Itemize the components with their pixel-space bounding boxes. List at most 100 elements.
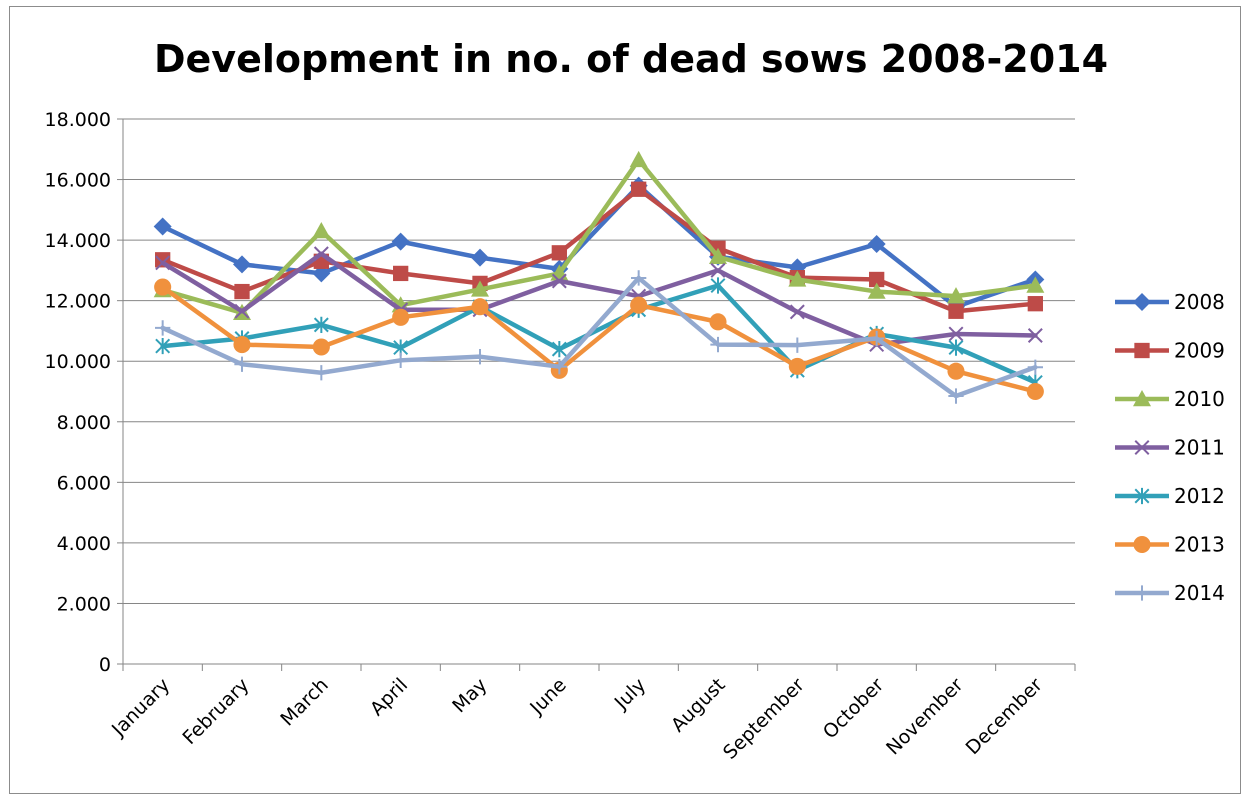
data-point-2009 [234,283,250,300]
data-point-2008 [391,232,410,251]
data-point-2011 [1027,328,1043,343]
data-point-2010 [629,150,648,168]
y-tick-label: 16.000 [45,170,111,192]
x-tick-label: January [107,674,174,741]
series-group [153,150,1045,404]
data-point-2010 [471,280,489,297]
data-point-2013 [392,308,410,326]
data-point-2013 [233,336,251,354]
data-point-2014 [234,356,250,372]
legend-marker [1134,342,1150,359]
x-tick-label: August [667,674,730,737]
data-point-2010 [867,282,886,299]
x-tick-label: June [525,674,571,720]
legend-marker [1134,440,1150,455]
data-point-2014 [551,359,567,375]
data-point-2012 [551,341,567,358]
x-axis-ticks: January February March April May June July Augu… [107,664,1076,764]
x-tick-label: September [719,674,809,764]
data-point-2014 [393,352,409,368]
data-point-2013 [630,296,648,314]
legend-marker [1134,487,1150,505]
y-tick-label: 12.000 [45,291,111,313]
data-point-2008 [233,255,251,274]
data-point-2011 [948,326,964,342]
data-point-2009 [393,265,409,282]
y-tick-label: 10.000 [45,351,111,373]
data-point-2010 [788,270,807,287]
series-line-2012 [160,283,1038,385]
x-tick-label: December [962,674,1047,759]
data-point-2010 [709,247,727,264]
data-point-2008 [867,235,886,254]
x-tick-label: April [366,674,412,720]
data-point-2010 [312,222,331,239]
data-point-2012 [313,316,329,333]
legend-marker [1133,390,1151,407]
data-point-2012 [710,277,726,294]
legend: 2008 2009 2010 2011 2012 2013 2014 [1115,290,1225,605]
legend-label: 2011 [1174,436,1225,460]
series-2014 [155,270,1043,404]
data-point-2009 [1027,296,1043,312]
y-tick-label: 6.000 [57,472,111,494]
legend-label: 2009 [1174,339,1225,363]
y-tick-label: 14.000 [45,230,111,252]
data-point-2011 [234,303,250,319]
data-point-2011 [789,304,805,320]
data-point-2014 [869,330,885,347]
y-tick-label: 4.000 [57,533,111,555]
legend-item-2010: 2010 [1115,387,1225,411]
data-point-2011 [313,246,329,262]
legend-label: 2012 [1174,484,1225,508]
series-line-2009 [160,186,1038,314]
y-tick-label: 8.000 [57,412,111,434]
legend-item-2008: 2008 [1115,290,1225,314]
data-point-2014 [472,349,488,365]
data-point-2014 [1027,359,1043,375]
x-tick-label: May [448,674,491,717]
legend-label: 2008 [1174,290,1225,314]
axes [122,119,1075,665]
y-tick-label: 2.000 [57,593,111,615]
data-point-2011 [551,273,567,289]
data-point-2009 [551,245,567,261]
y-tick-label: 0 [99,654,111,676]
chart-title: Development in no. of dead sows 2008-201… [154,37,1108,81]
data-point-2013 [788,357,806,375]
legend-marker [1133,293,1151,311]
series-2013 [154,278,1044,401]
data-point-2009 [948,303,964,319]
legend-item-2011: 2011 [1115,436,1225,460]
legend-label: 2010 [1174,387,1225,411]
series-line-2014 [160,275,1038,399]
series-line-2013 [160,284,1038,394]
data-point-2008 [471,248,489,267]
data-point-2013 [312,338,330,356]
data-point-2008 [153,217,172,236]
data-point-2014 [313,365,329,381]
x-tick-label: February [178,674,253,749]
legend-item-2014: 2014 [1115,581,1225,605]
data-point-2013 [471,298,489,316]
data-point-2012 [155,337,171,355]
data-point-2014 [789,337,805,353]
x-tick-label: October [819,674,888,743]
legend-item-2013: 2013 [1115,533,1225,557]
legend-item-2009: 2009 [1115,339,1225,363]
y-tick-label: 18.000 [45,109,111,131]
y-axis-ticks: 0 2.000 4.000 6.000 8.000 10.000 12.000 14.000 1… [45,109,123,676]
legend-marker [1134,585,1150,601]
series-line-2008 [160,183,1038,309]
data-point-2010 [947,287,965,304]
legend-label: 2013 [1174,533,1225,557]
x-tick-label: July [610,674,650,714]
legend-item-2012: 2012 [1115,484,1225,508]
data-point-2014 [155,320,171,336]
legend-marker [1133,535,1151,554]
data-point-2010 [1026,276,1045,293]
data-point-2012 [948,339,964,356]
data-point-2009 [631,181,647,197]
data-point-2013 [947,362,965,380]
